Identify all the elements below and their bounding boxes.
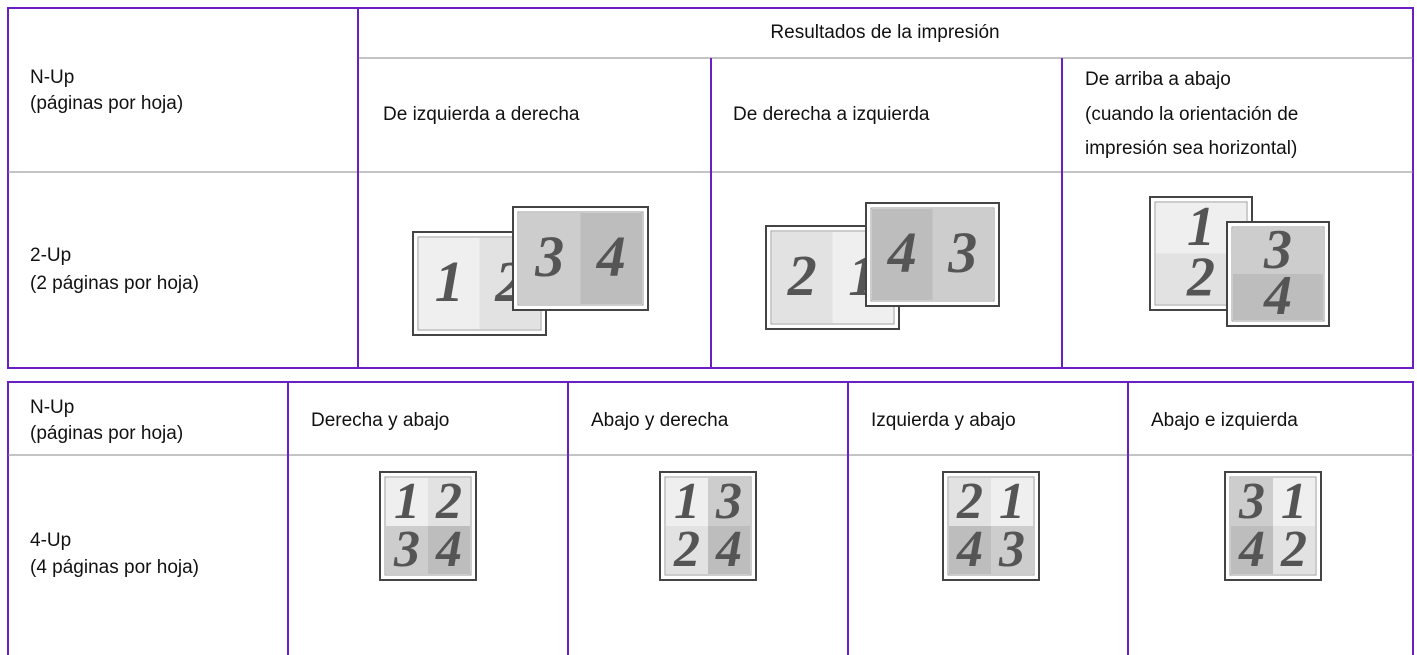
page-number: 4 (715, 521, 742, 578)
page-number: 4 (887, 220, 917, 285)
page-number: 1 (435, 249, 464, 314)
row-label: 2-Up (30, 245, 71, 266)
column-header: Izquierda y abajo (871, 410, 1016, 431)
row-label: (2 páginas por hoja) (30, 273, 199, 294)
column-header: (cuando la orientación de (1085, 104, 1298, 125)
header-label: N-Up (30, 397, 74, 418)
page (519, 213, 581, 304)
page (666, 478, 708, 526)
sheet-inner (384, 476, 472, 576)
page-number: 3 (393, 521, 420, 578)
sheet-inner (664, 476, 752, 576)
page (580, 213, 642, 304)
page-number: 3 (534, 224, 564, 289)
sheet-inner (870, 207, 995, 302)
page (386, 478, 428, 526)
column-header: Abajo e izquierda (1151, 410, 1298, 431)
page-number: 4 (956, 521, 983, 578)
page-number: 2 (1186, 247, 1215, 309)
column-header: De derecha a izquierda (733, 104, 930, 125)
page (872, 209, 933, 300)
page (419, 238, 480, 329)
column-header: Abajo y derecha (591, 410, 729, 431)
page-number: 2 (787, 243, 817, 308)
page-number: 3 (1263, 219, 1292, 281)
page (1233, 228, 1323, 274)
page (1273, 478, 1315, 526)
page-number: 1 (394, 473, 420, 530)
row-label: (4 páginas por hoja) (30, 557, 199, 578)
sheet-inner (517, 211, 644, 306)
header-label: N-Up (30, 67, 74, 88)
page (1273, 526, 1315, 574)
group-header: Resultados de la impresión (770, 22, 999, 43)
page-number: 3 (1238, 473, 1265, 530)
column-header: De izquierda a derecha (383, 104, 580, 125)
page-number: 3 (715, 473, 742, 530)
page-number: 1 (999, 473, 1025, 530)
page-number: 2 (1280, 521, 1307, 578)
sheet-inner (1231, 226, 1325, 322)
table-border (7, 381, 1414, 655)
page-number: 1 (1281, 473, 1307, 530)
page-number: 4 (435, 521, 462, 578)
page (1233, 274, 1323, 320)
page (428, 526, 470, 574)
row-label: 4-Up (30, 530, 71, 551)
page (666, 526, 708, 574)
page (708, 526, 750, 574)
page-number: 4 (596, 224, 626, 289)
page (1231, 526, 1273, 574)
page-number: 4 (1238, 521, 1265, 578)
header-label: (páginas por hoja) (30, 93, 183, 114)
column-header: De arriba a abajo (1085, 69, 1231, 90)
page (386, 526, 428, 574)
page (772, 232, 833, 323)
page (991, 478, 1033, 526)
page (428, 478, 470, 526)
page-number: 4 (1263, 265, 1292, 327)
sheet-inner (947, 476, 1035, 576)
page (932, 209, 993, 300)
page (708, 478, 750, 526)
page-number: 2 (956, 473, 983, 530)
page (1231, 478, 1273, 526)
header-label: (páginas por hoja) (30, 423, 183, 444)
page-number: 3 (947, 220, 977, 285)
page-number: 2 (435, 473, 462, 530)
page-number: 1 (1187, 196, 1215, 258)
page-number: 1 (674, 473, 700, 530)
column-header: impresión sea horizontal) (1085, 138, 1297, 159)
page-number: 3 (998, 521, 1025, 578)
column-header: Derecha y abajo (311, 410, 449, 431)
sheet-inner (1229, 476, 1317, 576)
page (991, 526, 1033, 574)
page (949, 526, 991, 574)
page-number: 2 (673, 521, 700, 578)
page (949, 478, 991, 526)
